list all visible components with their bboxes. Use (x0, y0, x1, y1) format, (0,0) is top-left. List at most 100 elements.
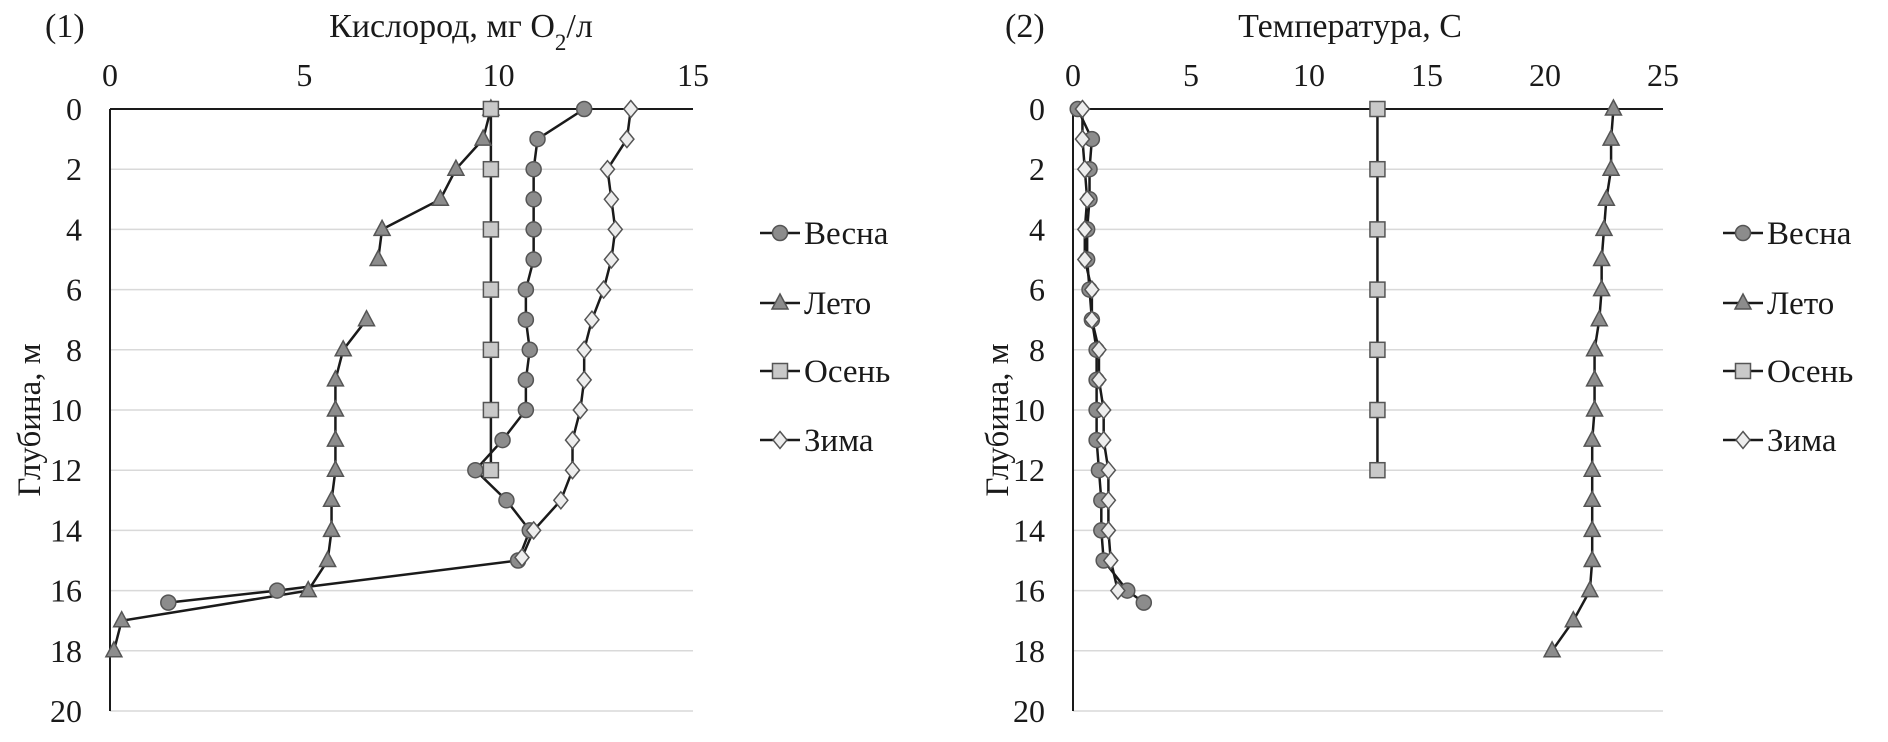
y-tick-label: 0 (66, 91, 82, 127)
data-point (564, 430, 581, 450)
data-point (1102, 550, 1119, 571)
data-point (322, 519, 341, 538)
legend-label: Осень (1767, 354, 1853, 390)
data-point (1585, 369, 1604, 387)
data-point (1076, 219, 1093, 240)
y-axis-title: Глубина, м (12, 343, 48, 496)
y-tick-label: 8 (1029, 332, 1045, 368)
data-point (1083, 279, 1100, 300)
data-point (552, 490, 569, 510)
data-point (1369, 341, 1386, 359)
data-point (1083, 310, 1100, 330)
data-point (1585, 339, 1604, 357)
legend-marker (770, 292, 790, 310)
y-tick-label: 4 (66, 211, 82, 247)
data-point (1582, 549, 1602, 568)
data-point (583, 310, 600, 330)
legend-label: Зима (804, 423, 874, 459)
data-point (1100, 490, 1117, 510)
data-point (298, 580, 318, 598)
y-tick-label: 14 (50, 512, 82, 548)
data-point (1582, 489, 1602, 508)
data-point (326, 369, 345, 387)
y-tick-label: 2 (66, 151, 82, 187)
data-point (326, 459, 345, 477)
data-point (576, 370, 593, 390)
data-point (1076, 159, 1093, 179)
legend-marker (1734, 224, 1752, 242)
data-point (368, 248, 388, 267)
legend-label: Лето (804, 286, 871, 322)
data-point (357, 309, 376, 327)
data-point (1369, 221, 1386, 238)
data-point (1590, 309, 1609, 327)
x-tick-label: 0 (102, 57, 118, 93)
legend-label: Осень (804, 354, 890, 390)
data-point (525, 251, 542, 268)
data-point (529, 130, 546, 148)
data-point (1592, 248, 1611, 267)
y-tick-label: 10 (50, 392, 82, 428)
data-point (595, 279, 612, 300)
y-tick-label: 8 (66, 332, 82, 368)
legend-label: Зима (1767, 423, 1837, 459)
data-point (514, 547, 530, 568)
legend-marker (1733, 292, 1753, 310)
y-tick-label: 18 (1013, 633, 1045, 669)
data-point (1076, 249, 1093, 270)
data-point (1090, 370, 1107, 390)
y-tick-label: 20 (1013, 693, 1045, 729)
data-point (1369, 281, 1386, 298)
x-tick-label: 0 (1065, 57, 1081, 93)
data-point (1369, 160, 1386, 178)
data-point (482, 221, 500, 238)
data-point (494, 431, 511, 449)
legend-label: Лето (1767, 286, 1834, 322)
data-point (521, 341, 539, 359)
data-point (1074, 99, 1091, 119)
oxygen-chart: 0 5 10 15 0 2 4 6 8 10 12 14 16 18 20 (1) Кислород, мг O… (12, 8, 890, 729)
data-point (1090, 340, 1107, 360)
data-point (326, 399, 345, 417)
data-point (1594, 218, 1614, 237)
data-point (1542, 640, 1562, 658)
data-point (564, 460, 581, 480)
data-point (1592, 279, 1611, 297)
data-point (160, 594, 177, 611)
x-tick-label: 15 (677, 57, 709, 93)
x-tick-label: 5 (1183, 57, 1199, 93)
data-point (1582, 429, 1602, 447)
data-point (1369, 401, 1386, 419)
x-tick-label: 25 (1647, 57, 1679, 93)
data-point (603, 189, 620, 209)
data-point (1580, 580, 1600, 598)
x-tick-label: 20 (1529, 57, 1561, 93)
data-point (1100, 520, 1117, 541)
data-point (1369, 100, 1386, 118)
series-line (376, 108, 493, 260)
data-point (572, 400, 589, 420)
data-point (431, 188, 450, 207)
y-tick-label: 12 (1013, 452, 1045, 488)
data-point (473, 128, 493, 146)
data-point (618, 129, 635, 149)
data-point (525, 191, 542, 208)
data-point (318, 549, 337, 568)
data-point (326, 429, 345, 447)
data-point (1601, 158, 1621, 176)
data-point (525, 520, 542, 541)
y-axis-title: Глубина, м (980, 343, 1016, 496)
x-tick-label: 15 (1411, 57, 1443, 93)
y-tick-label: 6 (1029, 272, 1045, 308)
data-point (446, 158, 466, 176)
data-point (1074, 129, 1091, 149)
data-point (1597, 188, 1616, 207)
data-point (575, 100, 593, 118)
chart-title: Кислород, мг O2/л (329, 8, 593, 55)
y-tick-label: 14 (1013, 512, 1045, 548)
data-point (603, 249, 620, 270)
x-tick-label: 10 (483, 57, 515, 93)
data-point (482, 160, 500, 178)
data-point (622, 99, 639, 119)
